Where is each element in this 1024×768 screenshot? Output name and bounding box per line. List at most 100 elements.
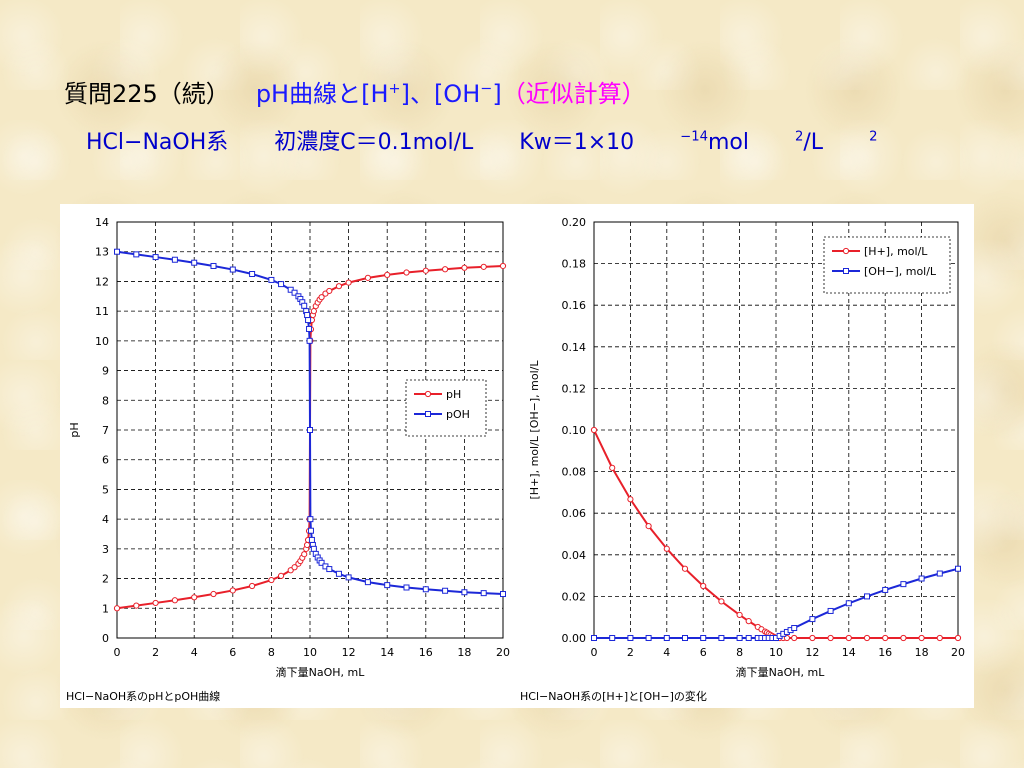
- data-point: [845, 634, 852, 642]
- y-tick-label: 13: [95, 246, 109, 259]
- data-point: [954, 634, 962, 642]
- title-main: pH曲線と[H+]、[OH−]: [255, 80, 502, 108]
- x-tick-label: 10: [303, 646, 317, 659]
- data-point: [827, 607, 834, 614]
- legend-marker: [842, 247, 850, 255]
- y-tick-label: 12: [95, 275, 109, 288]
- y-tick-label: 10: [95, 335, 109, 348]
- data-point: [480, 590, 487, 597]
- y-tick-label: 5: [102, 483, 109, 496]
- data-point: [318, 294, 325, 301]
- data-point: [682, 635, 688, 641]
- y-tick-label: 0: [102, 632, 109, 645]
- data-point: [745, 618, 752, 625]
- data-point: [718, 598, 725, 605]
- data-point: [304, 312, 311, 319]
- legend-marker: [843, 268, 849, 274]
- data-point: [306, 325, 313, 332]
- data-point: [745, 635, 752, 641]
- y-tick-label: 9: [102, 365, 109, 378]
- data-point: [845, 600, 852, 607]
- data-point: [307, 427, 313, 433]
- data-point: [663, 635, 670, 641]
- data-point: [461, 589, 468, 596]
- subtitle-system: HCl−NaOH系: [86, 130, 229, 155]
- x-tick-label: 14: [380, 646, 394, 659]
- y-tick-label: 0.04: [562, 549, 587, 562]
- data-point: [229, 587, 236, 594]
- plot-frame: [116, 221, 504, 639]
- data-point: [268, 276, 275, 283]
- legend-label: pOH: [446, 408, 470, 421]
- title-prefix: 質問225（続）: [64, 80, 230, 108]
- x-tick-label: 18: [457, 646, 471, 659]
- data-point: [591, 635, 597, 641]
- y-tick-label: 0.06: [562, 507, 587, 520]
- y-tick-label: 0.18: [562, 258, 587, 271]
- legend-label: pH: [446, 388, 461, 401]
- data-point: [700, 582, 707, 590]
- x-tick-label: 8: [268, 646, 275, 659]
- data-point: [384, 582, 391, 589]
- data-point: [863, 634, 871, 642]
- legend-marker: [425, 411, 431, 417]
- data-point: [277, 572, 285, 579]
- data-point: [364, 579, 371, 586]
- data-point: [306, 337, 313, 344]
- x-tick-label: 16: [419, 646, 433, 659]
- data-point: [345, 279, 352, 286]
- legend-box: [405, 379, 487, 437]
- data-point: [229, 266, 236, 273]
- ph-poh-chart: 0 2 4 6 8 10 12 14 16 18 2001234567891011121314pHp…: [66, 216, 510, 703]
- data-point: [326, 566, 333, 573]
- data-point: [900, 634, 907, 642]
- data-point: [791, 625, 798, 632]
- y-tick-label: 1: [102, 602, 109, 615]
- data-point: [681, 565, 689, 572]
- x-tick-label: 4: [663, 646, 670, 659]
- data-point: [133, 602, 140, 609]
- data-point: [308, 536, 315, 543]
- x-tick-label: 4: [191, 646, 198, 659]
- data-point: [627, 635, 634, 641]
- data-point: [335, 570, 342, 577]
- data-point: [936, 634, 943, 642]
- title-approx: （近似計算）: [501, 80, 646, 108]
- x-tick-label: 16: [878, 646, 892, 659]
- x-tick-label: 0: [591, 646, 598, 659]
- y-tick-label: 0.12: [562, 382, 587, 395]
- y-tick-label: 0.20: [562, 216, 587, 229]
- y-tick-label: 0.16: [562, 299, 587, 312]
- data-point: [113, 605, 121, 612]
- data-point: [809, 616, 816, 623]
- data-point: [301, 551, 308, 558]
- data-point: [301, 302, 308, 309]
- x-tick-label: 20: [951, 646, 965, 659]
- data-point: [268, 576, 275, 584]
- data-point: [609, 464, 616, 471]
- x-tick-label: 10: [769, 646, 783, 659]
- data-point: [882, 586, 889, 593]
- data-point: [403, 269, 410, 276]
- data-point: [736, 611, 743, 619]
- subtitle-kw: Kw＝1×10 −14mol 2/L 2: [519, 129, 878, 155]
- slide-title: 質問225（続） pH曲線と[H+]、[OH−]（近似計算）: [64, 74, 646, 109]
- data-point: [499, 262, 507, 270]
- legend-marker: [424, 390, 432, 398]
- x-tick-label: 20: [496, 646, 510, 659]
- y-tick-label: 0.00: [562, 632, 587, 645]
- x-tick-label: 18: [915, 646, 929, 659]
- data-point: [718, 635, 725, 641]
- subtitle-concentration: 初濃度C＝0.1mol/L: [274, 130, 474, 155]
- data-point: [480, 263, 487, 270]
- data-point: [345, 574, 352, 581]
- data-point: [114, 248, 120, 255]
- chart-caption: HCl−NaOH系のpHとpOH曲線: [66, 689, 220, 703]
- data-point: [955, 565, 961, 572]
- y-tick-label: 8: [102, 394, 109, 407]
- data-point: [291, 564, 298, 571]
- y-tick-label: 4: [102, 513, 109, 526]
- data-point: [133, 251, 140, 258]
- legend-label: [H+], mol/L: [864, 245, 928, 258]
- data-point: [364, 274, 371, 281]
